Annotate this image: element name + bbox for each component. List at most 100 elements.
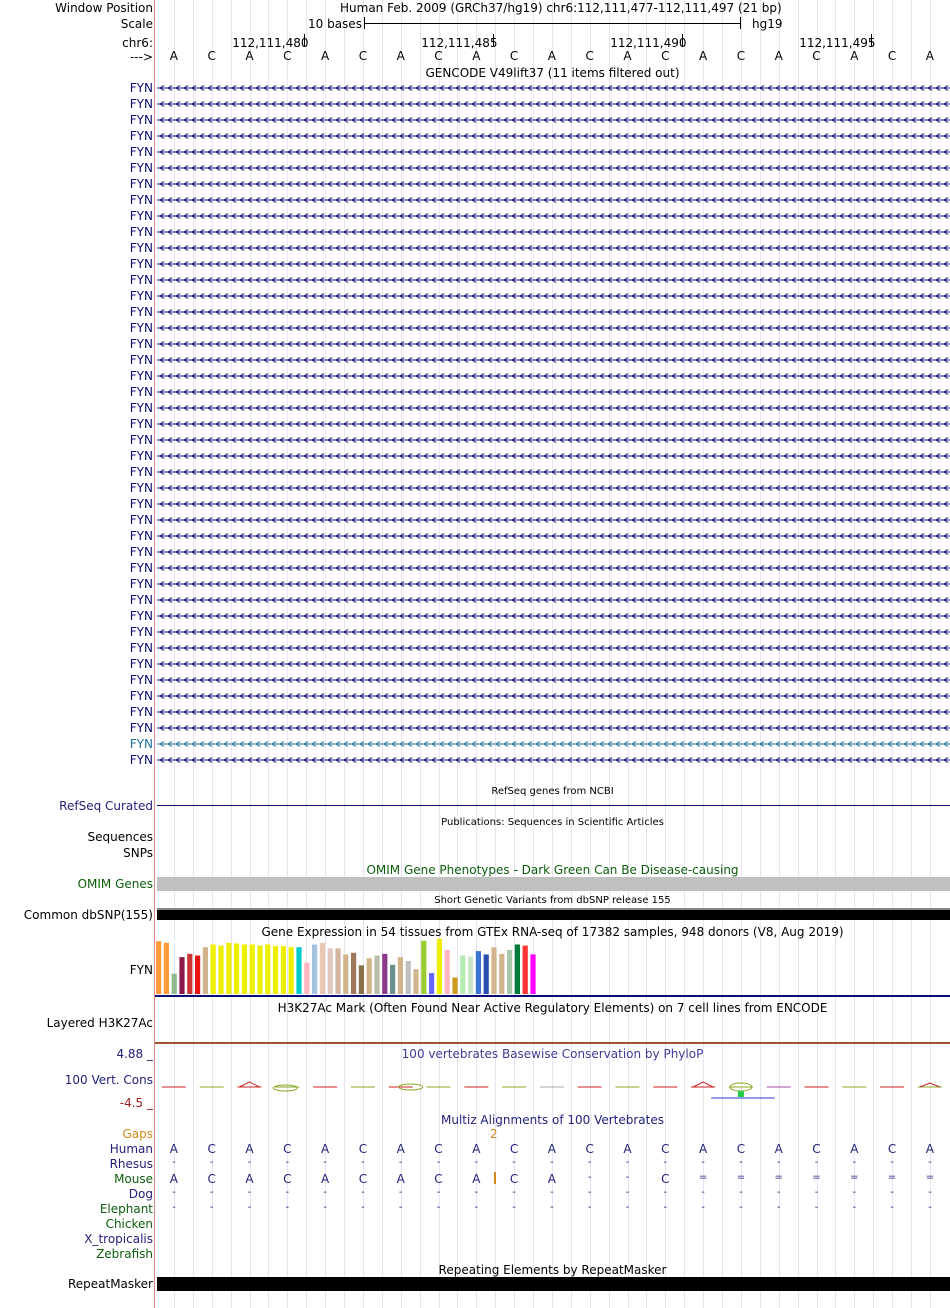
base-letter: A — [698, 49, 708, 63]
gencode-item-label[interactable]: FYN — [129, 289, 153, 303]
sequences-label[interactable]: Sequences — [87, 830, 153, 844]
phylop-min: -4.5 _ — [119, 1096, 153, 1110]
phylop-label[interactable]: 100 Vert. Cons — [64, 1073, 153, 1087]
gencode-item-label[interactable]: FYN — [129, 321, 153, 335]
gtex-tissue-bar — [210, 944, 216, 994]
multiz-species-label[interactable]: X_tropicalis — [84, 1232, 153, 1246]
gencode-item-label[interactable]: FYN — [129, 161, 153, 175]
gencode-item-label[interactable]: FYN — [129, 545, 153, 559]
repeatmasker-label[interactable]: RepeatMasker — [67, 1277, 153, 1291]
gencode-item-label[interactable]: FYN — [129, 417, 153, 431]
gencode-item-label[interactable]: FYN — [129, 721, 153, 735]
grid-line — [533, 0, 534, 1308]
gencode-item-label[interactable]: FYN — [129, 209, 153, 223]
multiz-species-label[interactable]: Dog — [128, 1187, 153, 1201]
multiz-species-label[interactable]: Zebrafish — [96, 1247, 153, 1261]
grid-line — [249, 0, 251, 1308]
gencode-item-label[interactable]: FYN — [129, 641, 153, 655]
h3k27ac-label[interactable]: Layered H3K27Ac — [46, 1016, 153, 1030]
gtex-tissue-bar — [436, 939, 442, 994]
refseq-gene-line[interactable] — [157, 805, 950, 806]
gencode-item-label[interactable]: FYN — [129, 145, 153, 159]
multiz-base: A — [850, 1142, 859, 1156]
gencode-item-label[interactable]: FYN — [129, 577, 153, 591]
multiz-base: A — [925, 1142, 934, 1156]
gencode-item-label[interactable]: FYN — [129, 481, 153, 495]
multiz-base: - — [587, 1202, 592, 1213]
gencode-item-label[interactable]: FYN — [129, 225, 153, 239]
grid-line — [551, 0, 553, 1308]
gaps-label[interactable]: Gaps — [122, 1127, 153, 1141]
multiz-base: - — [285, 1157, 290, 1168]
snps-label[interactable]: SNPs — [123, 846, 153, 860]
gencode-item-label[interactable]: FYN — [129, 625, 153, 639]
multiz-species-label[interactable]: Chicken — [105, 1217, 153, 1231]
gencode-item-label[interactable]: FYN — [129, 401, 153, 415]
gtex-label[interactable]: FYN — [129, 963, 153, 977]
gencode-item-label[interactable]: FYN — [129, 369, 153, 383]
multiz-base: - — [739, 1202, 743, 1213]
grid-line — [816, 0, 818, 1308]
strand-arrow-chevrons — [159, 581, 949, 587]
gencode-item-label[interactable]: FYN — [129, 657, 153, 671]
gencode-item-label[interactable]: FYN — [129, 337, 153, 351]
gencode-item-label[interactable]: FYN — [129, 673, 153, 687]
gencode-item-label[interactable]: FYN — [129, 385, 153, 399]
gencode-item-label[interactable]: FYN — [129, 193, 153, 207]
gencode-item-label[interactable]: FYN — [129, 513, 153, 527]
gtex-tissue-bar — [483, 954, 489, 994]
grid-line — [722, 0, 723, 1308]
gencode-item-label[interactable]: FYN — [129, 113, 153, 127]
strand-arrow-chevrons — [159, 677, 949, 683]
multiz-species-label[interactable]: Elephant — [99, 1202, 153, 1216]
repeatmasker-bar[interactable] — [157, 1277, 950, 1291]
multiz-base: - — [285, 1187, 290, 1198]
multiz-species-label[interactable]: Mouse — [114, 1172, 153, 1186]
gencode-item-label[interactable]: FYN — [129, 753, 153, 767]
gencode-item-label[interactable]: FYN — [129, 97, 153, 111]
gencode-item-label[interactable]: FYN — [129, 305, 153, 319]
gencode-item-label[interactable]: FYN — [129, 353, 153, 367]
gencode-item-label[interactable]: FYN — [129, 241, 153, 255]
gencode-item-label[interactable]: FYN — [129, 689, 153, 703]
dbsnp-bar[interactable] — [157, 910, 950, 920]
gencode-item-label[interactable]: FYN — [129, 593, 153, 607]
gencode-item-label[interactable]: FYN — [129, 705, 153, 719]
dbsnp-label[interactable]: Common dbSNP(155) — [23, 908, 153, 922]
multiz-base: - — [361, 1157, 365, 1168]
gencode-item-label[interactable]: FYN — [129, 81, 153, 95]
omim-bar[interactable] — [157, 877, 950, 891]
gencode-item-label[interactable]: FYN — [129, 529, 153, 543]
gencode-item-label[interactable]: FYN — [129, 129, 153, 143]
gencode-item-label[interactable]: FYN — [129, 177, 153, 191]
gencode-item-label[interactable]: FYN — [129, 273, 153, 287]
gtex-tissue-bar — [374, 955, 380, 994]
multiz-base: = — [812, 1172, 821, 1183]
gencode-item-label[interactable]: FYN — [129, 497, 153, 511]
gencode-item-label[interactable]: FYN — [129, 449, 153, 463]
multiz-species-label[interactable]: Rhesus — [109, 1157, 153, 1171]
multiz-base: - — [587, 1172, 592, 1183]
gencode-item-label[interactable]: FYN — [129, 737, 153, 751]
refseq-label[interactable]: RefSeq Curated — [59, 799, 153, 813]
omim-label[interactable]: OMIM Genes — [77, 877, 153, 891]
multiz-base: A — [472, 1142, 481, 1156]
gencode-item-label[interactable]: FYN — [129, 433, 153, 447]
strand-arrow-chevrons — [159, 741, 949, 747]
multiz-base: - — [814, 1157, 819, 1168]
multiz-base: - — [474, 1157, 479, 1168]
multiz-base: A — [774, 1142, 783, 1156]
gencode-item-label[interactable]: FYN — [129, 257, 153, 271]
gtex-tissue-bar — [273, 946, 279, 994]
base-letter: A — [850, 49, 859, 63]
multiz-species-label[interactable]: Human — [109, 1142, 153, 1156]
gencode-item-label[interactable]: FYN — [129, 465, 153, 479]
gencode-item-label[interactable]: FYN — [129, 609, 153, 623]
strand-arrow-chevrons — [159, 485, 949, 491]
gtex-tissue-bar — [390, 964, 396, 994]
repeatmasker-track-title: Repeating Elements by RepeatMasker — [438, 1263, 667, 1277]
gencode-item-label[interactable]: FYN — [129, 561, 153, 575]
